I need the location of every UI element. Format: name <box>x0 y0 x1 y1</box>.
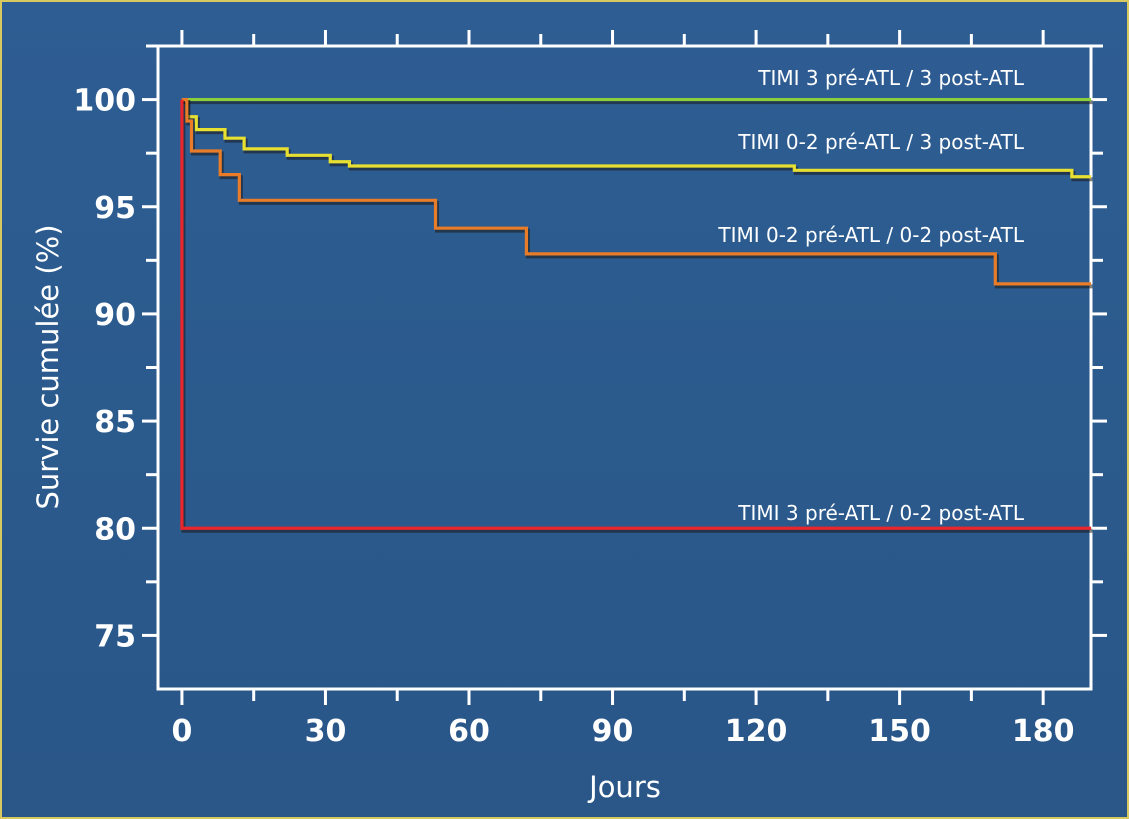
series-label-2: TIMI 0-2 pré-ATL / 0-2 post-ATL <box>717 223 1024 247</box>
series-lines <box>180 97 1093 533</box>
tick-labels: 0 30 60 90 120 150 180 75 80 85 90 95 100 <box>73 84 1074 749</box>
series-label-0: TIMI 3 pré-ATL / 3 post-ATL <box>757 66 1025 90</box>
x-tick-label: 60 <box>448 714 490 749</box>
y-tick-label: 95 <box>94 191 136 226</box>
series-label-3: TIMI 3 pré-ATL / 0-2 post-ATL <box>737 501 1025 525</box>
axis-ticks <box>142 30 1107 705</box>
series-line-1 <box>181 97 1091 179</box>
y-tick-label: 85 <box>94 405 136 440</box>
y-tick-label: 90 <box>94 298 136 333</box>
x-tick-label: 30 <box>305 714 347 749</box>
y-axis-title: Survie cumulée (%) <box>31 224 65 509</box>
x-tick-label: 90 <box>592 714 634 749</box>
series-line-2 <box>181 97 1091 286</box>
y-tick-label: 80 <box>94 512 136 547</box>
series-labels: TIMI 3 pré-ATL / 3 post-ATL TIMI 0-2 pré-… <box>717 66 1024 525</box>
series-line-3 <box>180 99 1091 530</box>
x-axis-title: Jours <box>587 770 661 804</box>
y-tick-label: 100 <box>73 84 136 119</box>
series-label-1: TIMI 0-2 pré-ATL / 3 post-ATL <box>737 130 1025 154</box>
x-tick-label: 120 <box>725 714 788 749</box>
x-tick-label: 0 <box>171 714 192 749</box>
x-tick-label: 180 <box>1012 714 1075 749</box>
y-tick-label: 75 <box>94 619 136 654</box>
x-tick-label: 150 <box>868 714 931 749</box>
